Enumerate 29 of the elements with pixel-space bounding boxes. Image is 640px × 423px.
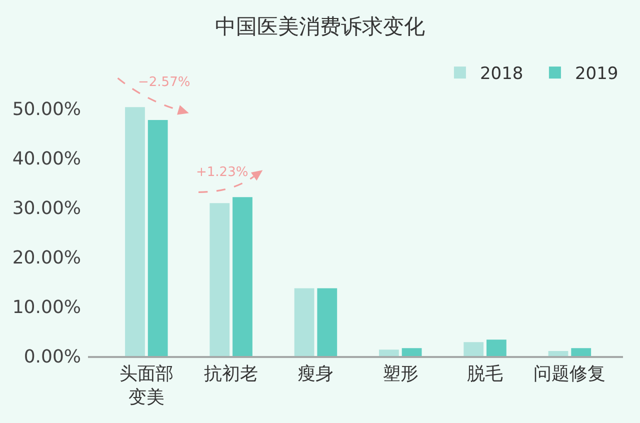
y-tick-label: 30.00% xyxy=(12,198,81,219)
x-tick-label: 脱毛 xyxy=(467,364,504,385)
bar xyxy=(317,288,338,356)
x-tick-label: 问题修复 xyxy=(534,364,606,385)
legend-label: 2018 xyxy=(480,64,524,84)
bar xyxy=(402,348,422,356)
x-tick-label: 头面部变美 xyxy=(119,364,174,408)
x-tick-label: 塑形 xyxy=(382,364,418,385)
bar xyxy=(125,107,145,356)
bar xyxy=(486,340,506,356)
y-tick-label: 50.00% xyxy=(12,98,81,120)
y-tick-label: 40.00% xyxy=(12,148,81,170)
bar xyxy=(148,120,168,356)
annotation: −2.57% xyxy=(138,75,190,90)
y-tick-label: 10.00% xyxy=(12,296,81,318)
y-tick-label: 0.00% xyxy=(24,346,81,368)
bar xyxy=(464,342,484,356)
bar xyxy=(571,348,592,356)
chart-title: 中国医美消费诉求变化 xyxy=(215,14,425,38)
annotation: +1.23% xyxy=(196,165,248,180)
legend-label: 2019 xyxy=(574,64,618,84)
bar xyxy=(232,197,252,356)
bar xyxy=(379,350,399,356)
bar xyxy=(210,203,230,356)
bar xyxy=(294,288,314,356)
x-tick-label: 抗初老 xyxy=(204,364,258,385)
x-tick-label: 瘦身 xyxy=(298,364,334,385)
y-tick-label: 20.00% xyxy=(12,247,81,268)
bar xyxy=(548,351,568,356)
